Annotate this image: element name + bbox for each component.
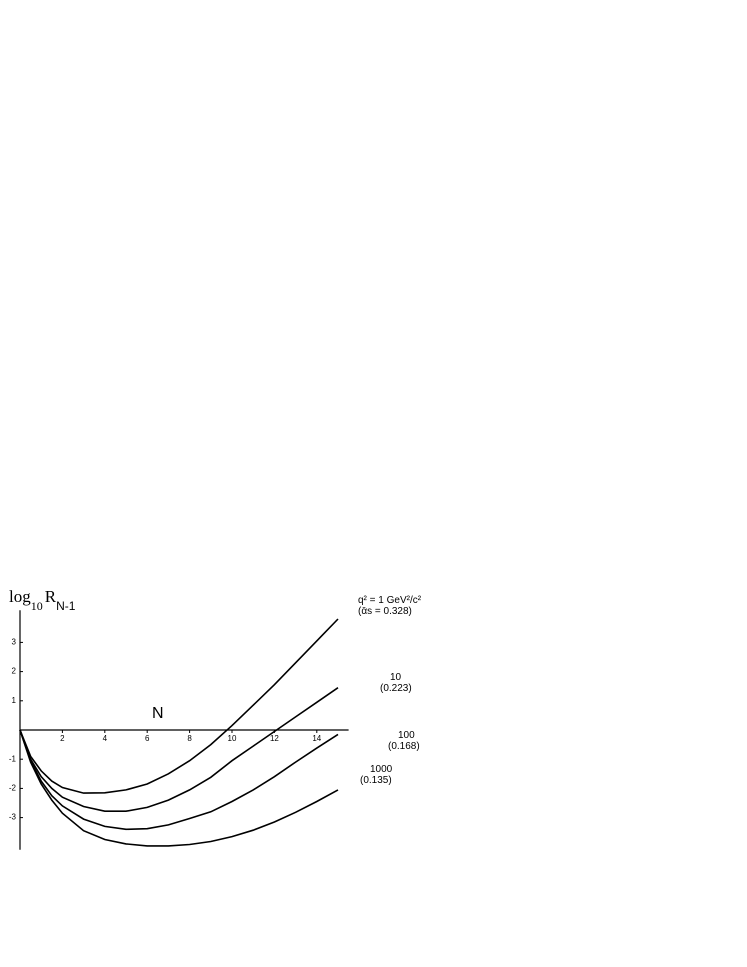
- y-tick-label: -3: [9, 813, 17, 822]
- x-axis-label: N: [152, 705, 164, 722]
- y-tick-label: 1: [12, 696, 17, 705]
- x-tick-label: 4: [103, 734, 108, 743]
- y-tick-label: 3: [12, 638, 17, 647]
- series-label: 100: [398, 730, 415, 741]
- y-tick-label: 2: [12, 667, 17, 676]
- series-label: 10: [390, 672, 402, 683]
- curve: [19, 618, 339, 794]
- y-label-part: R: [45, 587, 57, 606]
- y-axis-label: log10 RN-1: [9, 587, 76, 613]
- x-tick-label: 6: [145, 734, 150, 743]
- curve: [19, 729, 339, 847]
- x-tick-label: 10: [228, 734, 237, 743]
- x-tick-label: 8: [187, 734, 192, 743]
- y-tick-label: -1: [9, 754, 17, 763]
- series-label: 1000: [370, 764, 393, 775]
- series-label: q² = 1 GeV²/c²: [358, 595, 422, 606]
- y-label-part: N-1: [56, 599, 76, 613]
- series-note: (0.223): [380, 683, 412, 694]
- series-note: (0.168): [388, 741, 420, 752]
- y-label-part: log: [9, 587, 31, 606]
- y-label-part: 10: [31, 599, 43, 613]
- series-note: (ᾱs = 0.328): [358, 606, 412, 617]
- series-note: (0.135): [360, 775, 392, 786]
- curve: [19, 729, 339, 831]
- curve: [19, 687, 339, 812]
- x-tick-label: 2: [60, 734, 65, 743]
- x-tick-label: 14: [312, 734, 321, 743]
- y-tick-label: -2: [9, 784, 17, 793]
- x-tick-label: 12: [270, 734, 279, 743]
